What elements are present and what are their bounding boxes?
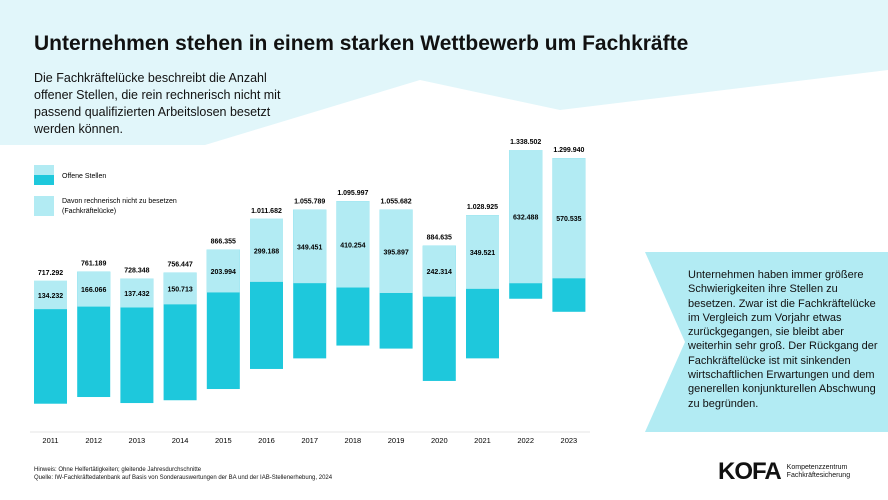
total-label-2023: 1.299.940 (553, 147, 584, 154)
bar-gap-2021 (466, 215, 499, 289)
total-label-2022: 1.338.502 (510, 139, 541, 146)
x-tick-2023: 2023 (561, 436, 578, 445)
callout-text: Unternehmen haben immer größere Schwieri… (688, 269, 878, 410)
total-label-2011: 717.292 (38, 270, 63, 277)
x-tick-2020: 2020 (431, 436, 448, 445)
legend-swatch-gap (34, 196, 54, 216)
legend-label-gap-2: (Fachkräftelücke) (62, 208, 116, 215)
gap-label-2017: 349.451 (297, 244, 322, 251)
bar-gap-2023 (552, 158, 586, 279)
total-label-2020: 884.635 (427, 235, 452, 242)
source-note: Quelle: IW-Fachkräftedatenbank auf Basis… (34, 475, 333, 481)
gap-label-2011: 134.232 (38, 293, 63, 300)
legend-label-gap: Davon rechnerisch nicht zu besetzen (62, 198, 177, 205)
x-tick-2011: 2011 (42, 436, 58, 445)
bar-gap-2018 (336, 201, 370, 288)
x-tick-2017: 2017 (301, 436, 318, 445)
bar-gap-2017 (293, 209, 327, 284)
gap-label-2020: 242.314 (427, 269, 452, 276)
total-label-2013: 728.348 (124, 268, 149, 275)
bar-gap-2022 (509, 150, 543, 284)
intro-text: Die Fachkräftelücke beschreibt die Anzah… (34, 71, 281, 136)
x-tick-2019: 2019 (388, 436, 405, 445)
x-tick-2012: 2012 (85, 436, 102, 445)
total-label-2019: 1.055.682 (381, 199, 412, 206)
total-label-2012: 761.189 (81, 261, 106, 268)
total-label-2018: 1.095.997 (337, 190, 368, 197)
gap-label-2019: 395.897 (383, 249, 408, 256)
bar-gap-2019 (379, 209, 413, 293)
x-tick-2021: 2021 (474, 436, 491, 445)
bar-gap-2012 (77, 271, 111, 307)
total-label-2015: 866.355 (211, 238, 236, 245)
total-label-2021: 1.028.925 (467, 204, 498, 211)
gap-label-2014: 150.713 (167, 287, 192, 294)
hint-note: Hinweis: Ohne Helfertätigkeiten; gleiten… (34, 467, 202, 473)
bar-gap-2015 (206, 249, 240, 293)
x-tick-2016: 2016 (258, 436, 275, 445)
logo-sub-2: Fachkräftesicherung (786, 472, 851, 479)
legend-swatch-light-top (34, 165, 54, 175)
total-label-2014: 756.447 (167, 262, 192, 269)
gap-label-2012: 166.066 (81, 287, 106, 294)
gap-label-2023: 570.535 (556, 216, 581, 223)
gap-label-2016: 299.188 (254, 248, 279, 255)
total-label-2017: 1.055.789 (294, 199, 325, 206)
x-tick-2018: 2018 (345, 436, 362, 445)
kofa-logo: KOFA Kompetenzzentrum Fachkräftesicherung (718, 458, 850, 486)
footnotes: Hinweis: Ohne Helfertätigkeiten; gleiten… (34, 466, 332, 482)
x-tick-2014: 2014 (172, 436, 189, 445)
bar-gap-2014 (163, 272, 197, 305)
page-title: Unternehmen stehen in einem starken Wett… (34, 32, 689, 55)
bar-gap-2020 (422, 245, 456, 297)
x-tick-2015: 2015 (215, 436, 232, 445)
logo-sub-1: Kompetenzzentrum (786, 464, 848, 471)
x-tick-2013: 2013 (129, 436, 146, 445)
bar-gap-2011 (34, 280, 67, 310)
x-tick-2022: 2022 (517, 436, 534, 445)
legend-swatch-open (34, 175, 54, 185)
logo-wordmark: KOFA (718, 458, 782, 485)
gap-label-2013: 137.432 (124, 291, 149, 298)
legend: Offene Stellen Davon rechnerisch nicht z… (34, 165, 177, 216)
gap-label-2018: 410.254 (340, 242, 365, 249)
legend-label-open: Offene Stellen (62, 173, 106, 180)
bar-gap-2013 (120, 278, 154, 308)
gap-label-2022: 632.488 (513, 215, 538, 222)
total-label-2016: 1.011.682 (251, 208, 282, 215)
gap-label-2015: 203.994 (211, 269, 236, 276)
gap-label-2021: 349.521 (470, 250, 495, 257)
bar-gap-2016 (250, 218, 283, 282)
